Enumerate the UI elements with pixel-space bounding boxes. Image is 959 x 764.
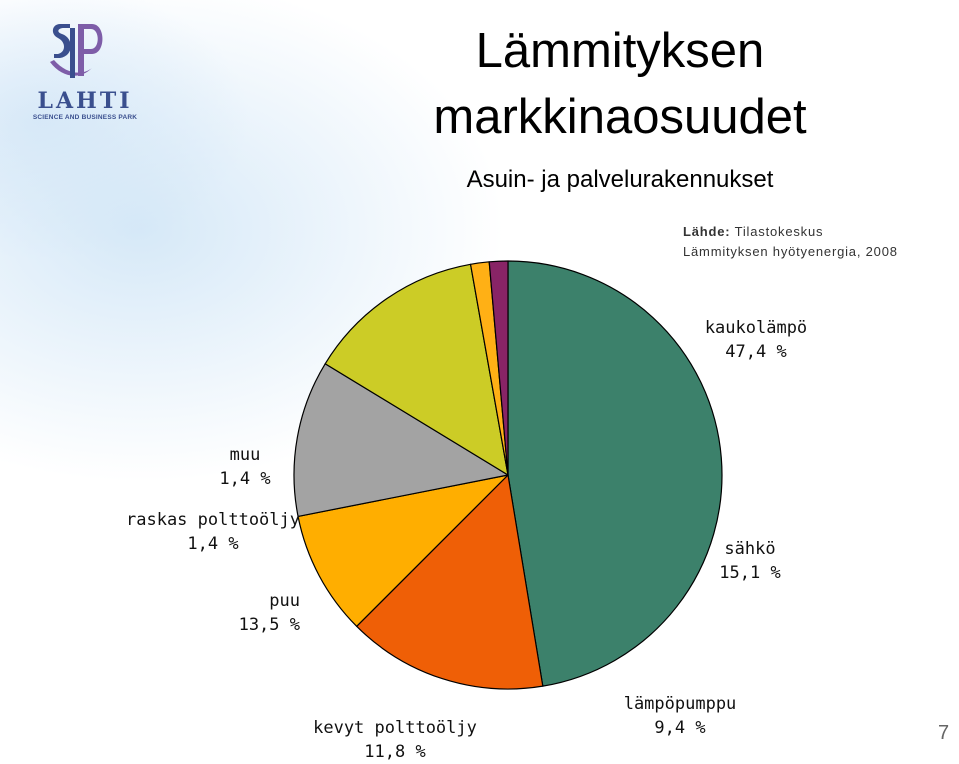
label-kaukolampo-value: 47,4 % — [725, 342, 787, 362]
label-raskas-polttooljy-name: raskas polttoöljy — [126, 510, 300, 530]
label-raskas-polttooljy: raskas polttoöljy 1,4 % — [118, 508, 308, 556]
lahti-logo: LAHTI SCIENCE AND BUSINESS PARK — [30, 18, 140, 128]
label-sahko-name: sähkö — [724, 539, 776, 559]
page-number: 7 — [938, 722, 950, 744]
lahti-sp-logo-icon — [50, 24, 103, 78]
label-kevyt-polttooljy-name: kevyt polttoöljy — [313, 718, 477, 738]
source-name: Tilastokeskus — [734, 224, 824, 239]
source-detail: Lämmityksen hyötyenergia, 2008 — [683, 244, 898, 259]
label-kaukolampo-name: kaukolämpö — [704, 318, 808, 338]
label-muu: muu 1,4 % — [200, 443, 290, 491]
pie-slice-kevyt-polttooljy — [293, 363, 509, 518]
pie-slice-kaukolampo — [507, 260, 723, 687]
label-kaukolampo: kaukolämpö 47,4 % — [686, 316, 826, 364]
pie-slice-sahko — [356, 474, 544, 690]
title-line-1: Lämmityksen — [475, 24, 765, 78]
logo-subtitle: SCIENCE AND BUSINESS PARK — [32, 114, 138, 121]
source-note: Lähde: Tilastokeskus Lämmityksen hyötyen… — [683, 222, 898, 262]
pie-slice-muu — [488, 260, 509, 476]
label-lampopumppu: lämpöpumppu 9,4 % — [600, 692, 760, 740]
label-raskas-polttooljy-value: 1,4 % — [187, 534, 239, 554]
label-kevyt-polttooljy-value: 11,8 % — [364, 742, 426, 762]
logo-word: LAHTI — [37, 88, 133, 114]
label-puu-value: 13,5 % — [238, 615, 300, 635]
page-title: Lämmityksen markkinaosuudet — [360, 18, 880, 150]
label-puu: puu 13,5 % — [200, 589, 300, 637]
label-kevyt-polttooljy: kevyt polttoöljy 11,8 % — [305, 716, 485, 764]
label-muu-name: muu — [229, 445, 261, 465]
label-muu-value: 1,4 % — [219, 469, 271, 489]
label-puu-name: puu — [269, 591, 300, 611]
label-lampopumppu-value: 9,4 % — [654, 718, 706, 738]
label-sahko-value: 15,1 % — [719, 563, 781, 583]
pie-slice-puu — [324, 263, 509, 476]
title-line-2: markkinaosuudet — [433, 90, 807, 144]
pie-slice-lampopumppu — [297, 474, 509, 627]
label-lampopumppu-name: lämpöpumppu — [623, 694, 737, 714]
page-subtitle: Asuin- ja palvelurakennukset — [466, 166, 774, 193]
source-label: Lähde: — [683, 224, 731, 239]
label-sahko: sähkö 15,1 % — [700, 537, 800, 585]
